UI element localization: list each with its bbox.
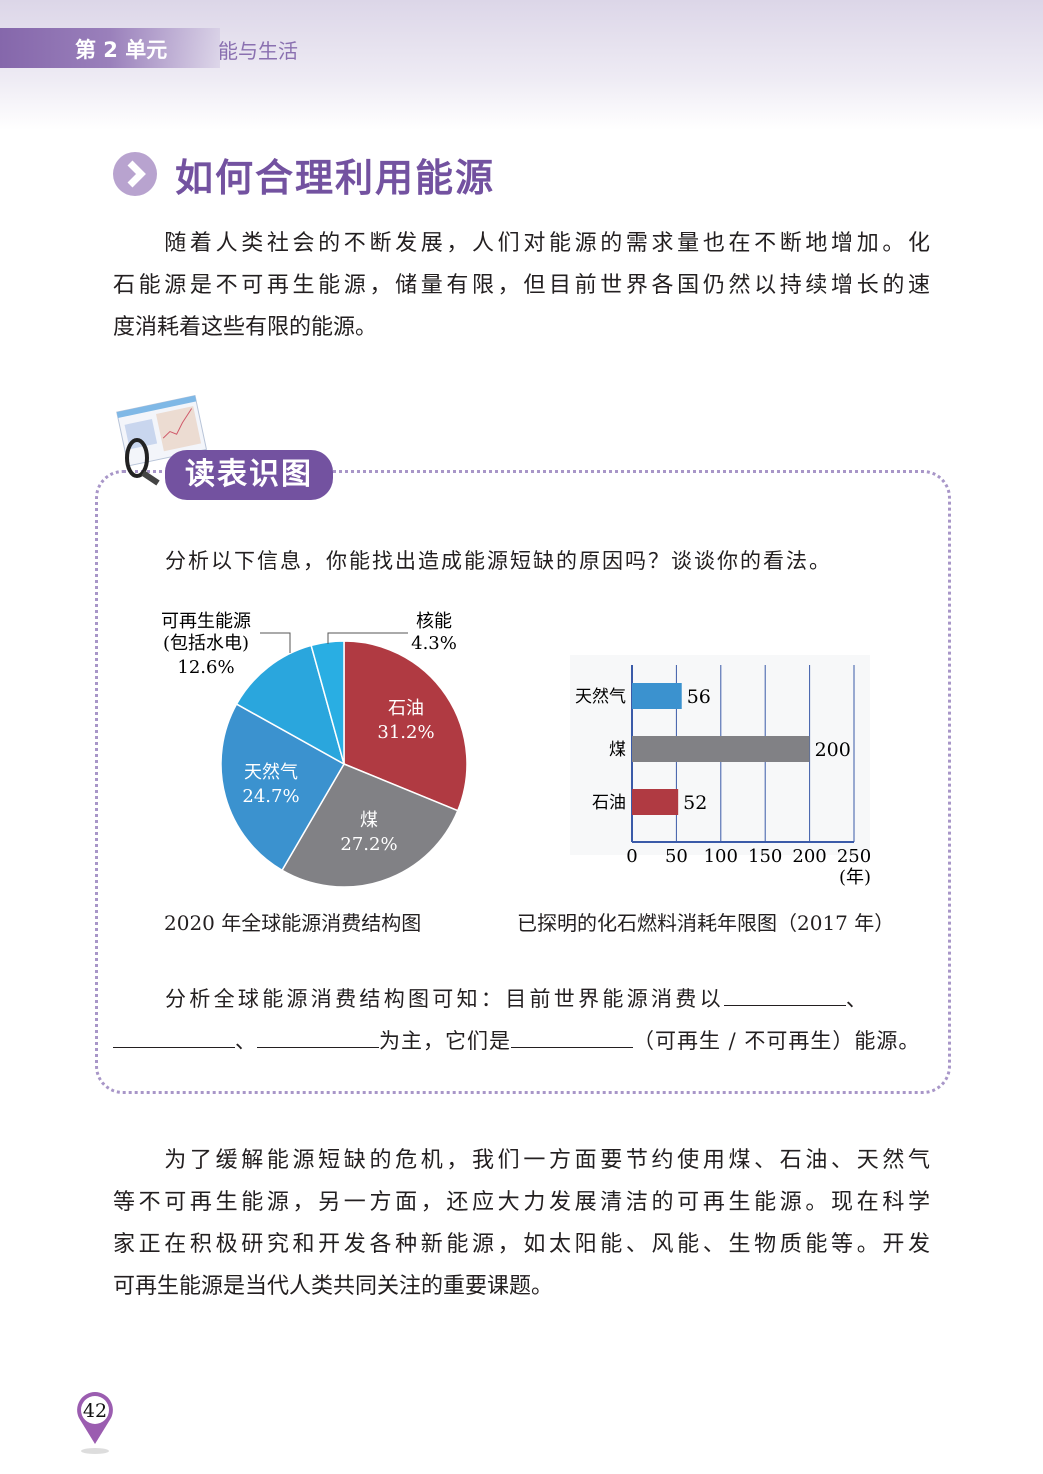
fill-text: （可再生 / 不可再生）能源。 (633, 1029, 921, 1053)
text-line: 石能源是不可再生能源，储量有限，但目前世界各国仍然以持续增长的速 (113, 273, 930, 298)
slice-value: 4.3% (411, 633, 457, 654)
x-tick-label: 50 (665, 846, 688, 867)
text-line: 随着人类社会的不断发展，人们对能源的需求量也在不断地增加。化 (113, 231, 930, 256)
unit-label: 第 2 单元 (0, 28, 220, 68)
x-tick-label: 200 (792, 846, 826, 867)
separator: 、 (235, 1029, 257, 1053)
pie-chart: 石油 31.2% 煤 27.2% 天然气 24.7% 可再生能源(包括水电) 12.6% 核能4… (161, 611, 468, 888)
y-category-label: 石油 (592, 793, 626, 813)
blank-2[interactable] (113, 1025, 235, 1048)
bar (632, 736, 810, 762)
x-tick-label: 250 (837, 846, 871, 867)
x-tick-label: 150 (748, 846, 782, 867)
separator: 、 (845, 987, 871, 1011)
bar-value-label: 52 (683, 792, 707, 814)
text-line: 家正在积极研究和开发各种新能源，如太阳能、风能、生物质能等。开发 (113, 1232, 930, 1257)
bar-value-label: 56 (687, 686, 711, 708)
bar-caption: 已探明的化石燃料消耗年限图（2017 年） (517, 911, 895, 935)
slice-label: 可再生能源 (161, 611, 251, 632)
text-line: 度消耗着这些有限的能源。 (113, 315, 378, 340)
pie-slice (343, 640, 468, 812)
fill-text: 分析全球能源消费结构图可知：目前世界能源消费以 (165, 987, 724, 1011)
slice-sublabel: (包括水电) (163, 633, 249, 654)
bar (632, 789, 679, 815)
blank-3[interactable] (257, 1025, 379, 1048)
chevron-right-circle-icon (113, 152, 157, 196)
intro-paragraph: 随着人类社会的不断发展，人们对能源的需求量也在不断地增加。化 石能源是不可再生能… (113, 223, 930, 349)
unit-text: 第 2 单元 (75, 38, 168, 62)
text-line: 为了缓解能源短缺的危机，我们一方面要节约使用煤、石油、天然气 (113, 1148, 930, 1173)
x-tick-label: 100 (704, 846, 738, 867)
pie-caption: 2020 年全球能源消费结构图 (164, 911, 422, 935)
activity-box (95, 470, 951, 1094)
fill-in-sentence: 分析全球能源消费结构图可知：目前世界能源消费以、 、为主，它们是 （可再生 / 不… (113, 978, 930, 1062)
blank-4[interactable] (511, 1025, 633, 1048)
y-category-label: 天然气 (575, 687, 626, 707)
pie-slice (281, 763, 459, 888)
x-unit-label: (年) (839, 867, 871, 888)
pie-slice (310, 640, 345, 765)
blank-1[interactable] (723, 983, 846, 1006)
page-number-pin: 42 (77, 1392, 113, 1454)
x-tick-label: 0 (626, 846, 637, 867)
fill-text: 为主，它们是 (379, 1029, 511, 1053)
slice-label: 煤 (360, 810, 378, 831)
y-category-label: 煤 (609, 740, 626, 760)
pie-slice (220, 703, 346, 872)
magnifier-chart-icon (116, 394, 208, 486)
outro-paragraph: 为了缓解能源短缺的危机，我们一方面要节约使用煤、石油、天然气 等不可再生能源，另… (113, 1140, 930, 1308)
activity-badge: 读表识图 (165, 450, 333, 500)
bar-chart: 0 50 100 150 200 250(年) 天然气 56 煤 200 石油 52 (570, 655, 871, 888)
bar-value-label: 200 (815, 739, 851, 761)
slice-value: 27.2% (340, 834, 397, 855)
text-line: 可再生能源是当代人类共同关注的重要课题。 (113, 1274, 554, 1299)
page-number: 42 (83, 1400, 107, 1422)
slice-value: 24.7% (242, 786, 299, 807)
pie-slice (235, 644, 346, 766)
leader-line (260, 632, 291, 653)
slice-label: 石油 (388, 698, 424, 719)
bar (632, 683, 682, 709)
slice-label: 天然气 (244, 762, 298, 783)
activity-question: 分析以下信息，你能找出造成能源短缺的原因吗？谈谈你的看法。 (165, 549, 832, 573)
unit-name: 能与生活 (218, 39, 298, 63)
slice-label: 核能 (416, 611, 452, 632)
slice-value: 12.6% (177, 657, 234, 678)
slice-value: 31.2% (377, 722, 434, 743)
section-title: 如何合理利用能源 (175, 156, 496, 200)
leader-line (327, 632, 408, 644)
text-line: 等不可再生能源，另一方面，还应大力发展清洁的可再生能源。现在科学 (113, 1190, 930, 1215)
